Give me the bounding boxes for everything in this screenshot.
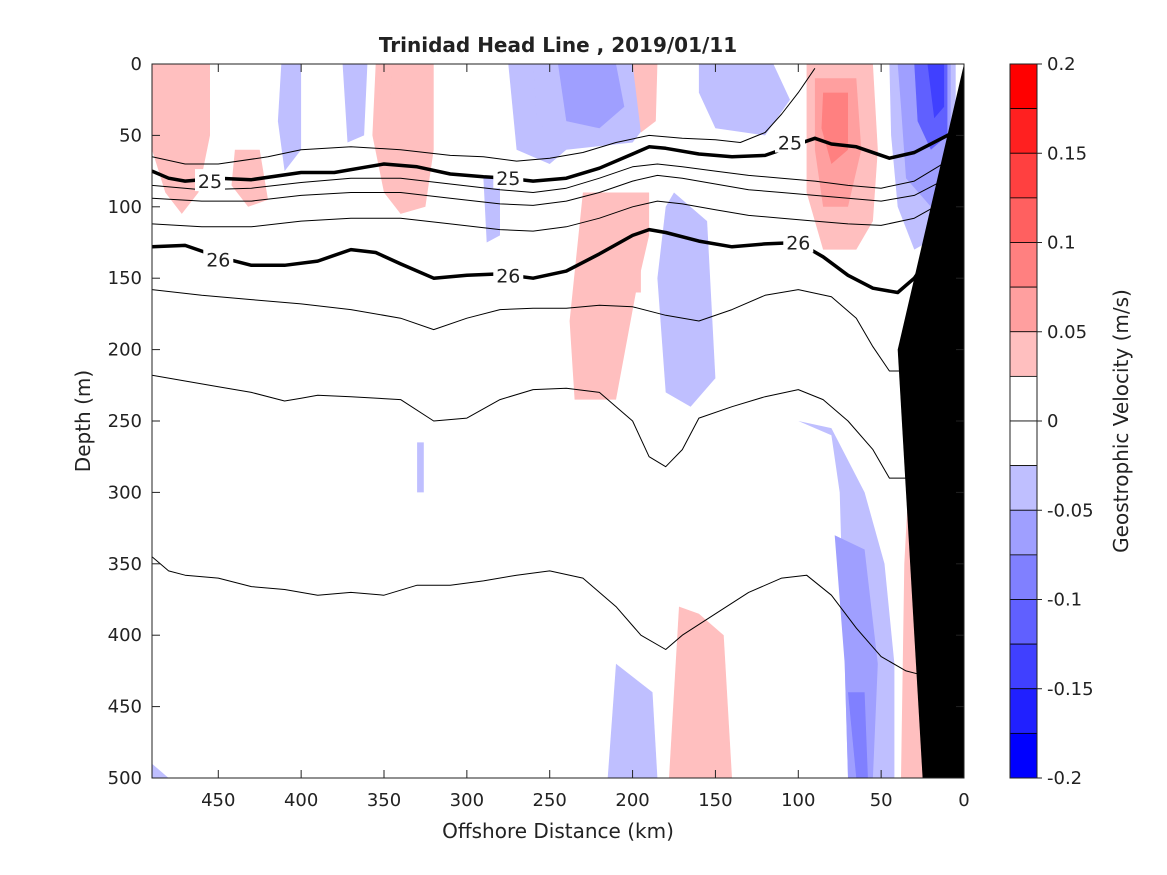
colorbar-tick-label: 0.2 (1047, 54, 1076, 75)
colorbar: 0.2 0.15 0.1 0.05 0 -0.05 -0.1 -0.15 -0.2 (1009, 54, 1094, 789)
contour-labels: 25 25 25 26 26 26 (195, 130, 814, 287)
contour-label: 25 (198, 171, 222, 193)
contour-label-bg (493, 166, 524, 189)
contour-label: 26 (786, 233, 810, 255)
velocity-patch (698, 64, 790, 136)
x-tick-label: 400 (284, 790, 318, 811)
velocity-patch (417, 442, 424, 493)
isopycnal-bold (152, 126, 964, 183)
colorbar-tick-label: 0.15 (1047, 143, 1087, 164)
y-tick-label: 100 (108, 197, 142, 218)
contour-label-bg (783, 230, 814, 253)
contour-label: 26 (206, 250, 230, 272)
contour-label: 25 (778, 133, 802, 155)
y-tick-label: 250 (108, 411, 142, 432)
x-tick-label: 450 (201, 790, 235, 811)
x-tick-label: 0 (958, 790, 969, 811)
velocity-patch (558, 64, 625, 129)
colorbar-band (1009, 152, 1038, 199)
y-tick-label: 200 (108, 340, 142, 361)
isopycnal (152, 556, 964, 676)
velocity-patch (927, 64, 945, 119)
velocity-patch (624, 235, 641, 293)
colorbar-band (1009, 197, 1038, 243)
isopycnal (152, 374, 964, 479)
y-tick-label: 300 (108, 482, 142, 503)
velocity-patch (607, 663, 658, 778)
colorbar-band (1009, 375, 1038, 422)
x-tick-label: 350 (367, 790, 401, 811)
velocity-patch (632, 64, 658, 133)
y-tick-label: 400 (108, 625, 142, 646)
velocity-patch (152, 763, 169, 778)
colorbar-band (1009, 509, 1038, 556)
colorbar-band (1009, 554, 1038, 600)
isopycnal (152, 289, 964, 372)
x-tick-label: 300 (450, 790, 484, 811)
y-tick-label: 350 (108, 554, 142, 575)
y-axis-label: Depth (m) (71, 370, 95, 472)
isopycnal (152, 185, 964, 232)
x-axis: 450 400 350 300 250 200 150 100 50 0 (201, 64, 970, 811)
colorbar-band (1009, 465, 1038, 511)
y-tick-label: 150 (108, 268, 142, 289)
velocity-patch (277, 64, 302, 172)
colorbar-band (1009, 286, 1038, 333)
isopycnal (152, 146, 964, 193)
contour-label: 25 (496, 168, 520, 190)
y-tick-label: 0 (131, 54, 142, 75)
chart-title: Trinidad Head Line , 2019/01/11 (379, 33, 737, 57)
colorbar-band (1009, 63, 1038, 110)
y-tick-label: 500 (108, 768, 142, 789)
velocity-patch (483, 178, 500, 243)
velocity-patch (848, 692, 868, 778)
isopycnal-contours (152, 68, 964, 676)
colorbar-band (1009, 242, 1038, 288)
x-tick-label: 50 (870, 790, 893, 811)
x-axis-label: Offshore Distance (km) (442, 819, 674, 843)
y-tick-label: 450 (108, 697, 142, 718)
isopycnal (152, 163, 964, 206)
colorbar-band (1009, 108, 1038, 154)
colorbar-band (1009, 599, 1038, 645)
velocity-patch (669, 606, 732, 778)
contour-label-bg (493, 263, 524, 286)
contour-label-bg (775, 130, 805, 153)
colorbar-tick-label: -0.2 (1047, 768, 1082, 789)
bathymetry-shelf (897, 64, 964, 778)
colorbar-tick-label: -0.1 (1047, 590, 1082, 611)
isopycnal-bold (152, 205, 964, 295)
colorbar-tick-label: 0 (1047, 411, 1058, 432)
contour-label-bg (195, 169, 225, 192)
x-tick-label: 250 (533, 790, 567, 811)
colorbar-tick-label: 0.05 (1047, 322, 1087, 343)
velocity-patch (834, 535, 878, 778)
colorbar-band (1009, 732, 1038, 779)
colorbar-tick-label: -0.05 (1047, 500, 1094, 521)
bathymetry-layer (897, 64, 964, 778)
velocity-patch (342, 64, 368, 143)
x-tick-label: 200 (615, 790, 649, 811)
contour-label-bg (203, 247, 234, 270)
colorbar-label: Geostrophic Velocity (m/s) (1109, 289, 1133, 553)
colorbar-band (1009, 331, 1038, 377)
contour-label: 26 (496, 265, 520, 287)
colorbar-band (1009, 420, 1038, 467)
velocity-patch (657, 192, 716, 407)
x-tick-label: 150 (698, 790, 732, 811)
y-tick-label: 50 (119, 125, 142, 146)
isopycnal (152, 68, 816, 165)
colorbar-band (1009, 643, 1038, 690)
colorbar-tick-label: -0.15 (1047, 679, 1094, 700)
colorbar-tick-label: 0.1 (1047, 233, 1076, 254)
colorbar-band (1009, 688, 1038, 734)
x-tick-label: 100 (781, 790, 815, 811)
y-axis: 0 50 100 150 200 250 300 350 400 450 500 (108, 54, 964, 789)
